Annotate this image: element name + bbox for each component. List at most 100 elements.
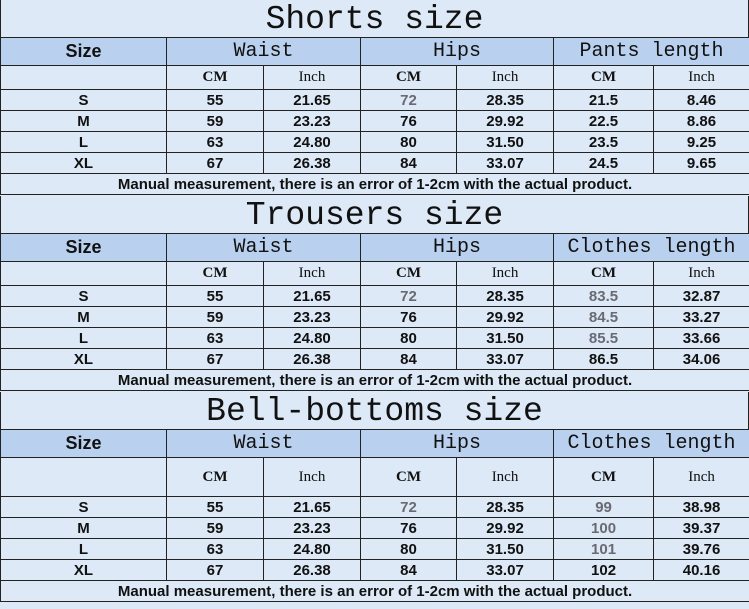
measurement-cell: 31.50 xyxy=(456,131,555,153)
measurement-cell: 72 xyxy=(360,89,458,111)
size-label: XL xyxy=(0,152,167,174)
measurement-cell: 24.5 xyxy=(553,152,655,174)
header-row: Size Waist Hips Pants length xyxy=(0,37,749,66)
measurement-cell: 32.87 xyxy=(653,285,749,307)
header-waist: Waist xyxy=(165,37,362,66)
unit-label: CM xyxy=(166,261,264,286)
measurement-cell: 26.38 xyxy=(262,152,362,174)
header-size: Size xyxy=(0,429,167,458)
measurement-cell: 72 xyxy=(360,496,458,518)
measurement-cell: 29.92 xyxy=(456,110,555,132)
header-size: Size xyxy=(0,37,167,66)
measurement-cell: 76 xyxy=(360,306,458,328)
measurement-cell: 80 xyxy=(360,538,458,560)
unit-label: Inch xyxy=(456,65,555,90)
header-length: Clothes length xyxy=(553,429,749,458)
unit-label: CM xyxy=(360,457,458,497)
measurement-cell: 59 xyxy=(166,517,264,539)
unit-row: CM Inch CM Inch CM Inch xyxy=(0,457,749,497)
unit-label: CM xyxy=(553,457,655,497)
measurement-cell: 67 xyxy=(166,559,264,581)
size-table: Size Waist Hips Clothes length CM Inch CM In… xyxy=(0,233,749,391)
measurement-cell: 102 xyxy=(553,559,655,581)
table-row: S 55 21.65 72 28.35 83.5 32.87 xyxy=(0,285,749,307)
measurement-cell: 33.07 xyxy=(456,152,555,174)
measurement-cell: 31.50 xyxy=(456,327,555,349)
unit-label: CM xyxy=(553,65,655,90)
measurement-cell: 21.65 xyxy=(262,89,362,111)
measurement-cell: 29.92 xyxy=(456,517,555,539)
table-row: XL 67 26.38 84 33.07 24.5 9.65 xyxy=(0,152,749,174)
table-row: M 59 23.23 76 29.92 84.5 33.27 xyxy=(0,306,749,328)
measurement-cell: 9.65 xyxy=(653,152,749,174)
measurement-cell: 24.80 xyxy=(262,327,362,349)
unit-label: CM xyxy=(553,261,655,286)
measurement-cell: 63 xyxy=(166,538,264,560)
section-title: Bell-bottoms size xyxy=(0,392,749,430)
measurement-cell: 39.37 xyxy=(653,517,749,539)
measurement-cell: 21.65 xyxy=(262,496,362,518)
table-row: S 55 21.65 72 28.35 99 38.98 xyxy=(0,496,749,518)
measurement-cell: 84.5 xyxy=(553,306,655,328)
measurement-cell: 55 xyxy=(166,89,264,111)
header-hips: Hips xyxy=(360,233,555,262)
measurement-cell: 55 xyxy=(166,496,264,518)
table-row: L 63 24.80 80 31.50 23.5 9.25 xyxy=(0,131,749,153)
measurement-cell: 85.5 xyxy=(553,327,655,349)
unit-blank xyxy=(0,65,167,90)
size-label: S xyxy=(0,496,167,518)
measurement-cell: 99 xyxy=(553,496,655,518)
measurement-cell: 21.65 xyxy=(262,285,362,307)
measurement-cell: 23.23 xyxy=(262,110,362,132)
size-label: M xyxy=(0,517,167,539)
unit-label: Inch xyxy=(262,65,362,90)
unit-label: CM xyxy=(360,261,458,286)
table-row: XL 67 26.38 84 33.07 102 40.16 xyxy=(0,559,749,581)
header-waist: Waist xyxy=(165,429,362,458)
unit-label: Inch xyxy=(653,261,749,286)
size-section: Bell-bottoms size Size Waist Hips Clothe… xyxy=(0,392,749,602)
measurement-cell: 26.38 xyxy=(262,559,362,581)
unit-label: Inch xyxy=(456,457,555,497)
measurement-cell: 33.66 xyxy=(653,327,749,349)
measurement-cell: 55 xyxy=(166,285,264,307)
unit-label: Inch xyxy=(653,65,749,90)
measurement-cell: 63 xyxy=(166,131,264,153)
measurement-cell: 26.38 xyxy=(262,348,362,370)
section-title: Trousers size xyxy=(0,196,749,234)
measurement-cell: 34.06 xyxy=(653,348,749,370)
unit-label: CM xyxy=(360,65,458,90)
measurement-cell: 39.76 xyxy=(653,538,749,560)
measurement-cell: 80 xyxy=(360,327,458,349)
measurement-cell: 28.35 xyxy=(456,285,555,307)
table-row: M 59 23.23 76 29.92 22.5 8.86 xyxy=(0,110,749,132)
measurement-cell: 24.80 xyxy=(262,131,362,153)
header-waist: Waist xyxy=(165,233,362,262)
measurement-cell: 67 xyxy=(166,152,264,174)
measurement-note: Manual measurement, there is an error of… xyxy=(0,173,749,195)
size-label: S xyxy=(0,89,167,111)
unit-label: CM xyxy=(166,457,264,497)
unit-blank xyxy=(0,457,167,497)
unit-blank xyxy=(0,261,167,286)
measurement-cell: 33.07 xyxy=(456,348,555,370)
size-label: L xyxy=(0,327,167,349)
size-label: XL xyxy=(0,348,167,370)
measurement-cell: 8.46 xyxy=(653,89,749,111)
measurement-cell: 84 xyxy=(360,559,458,581)
size-section: Shorts size Size Waist Hips Pants length… xyxy=(0,0,749,195)
header-hips: Hips xyxy=(360,37,555,66)
measurement-note: Manual measurement, there is an error of… xyxy=(0,369,749,391)
measurement-cell: 23.5 xyxy=(553,131,655,153)
unit-label: Inch xyxy=(456,261,555,286)
header-length: Clothes length xyxy=(553,233,749,262)
unit-row: CM Inch CM Inch CM Inch xyxy=(0,65,749,90)
measurement-cell: 59 xyxy=(166,306,264,328)
section-title: Shorts size xyxy=(0,0,749,38)
size-table: Size Waist Hips Pants length CM Inch CM Inch… xyxy=(0,37,749,195)
measurement-cell: 100 xyxy=(553,517,655,539)
measurement-cell: 84 xyxy=(360,348,458,370)
header-hips: Hips xyxy=(360,429,555,458)
header-row: Size Waist Hips Clothes length xyxy=(0,429,749,458)
measurement-cell: 80 xyxy=(360,131,458,153)
